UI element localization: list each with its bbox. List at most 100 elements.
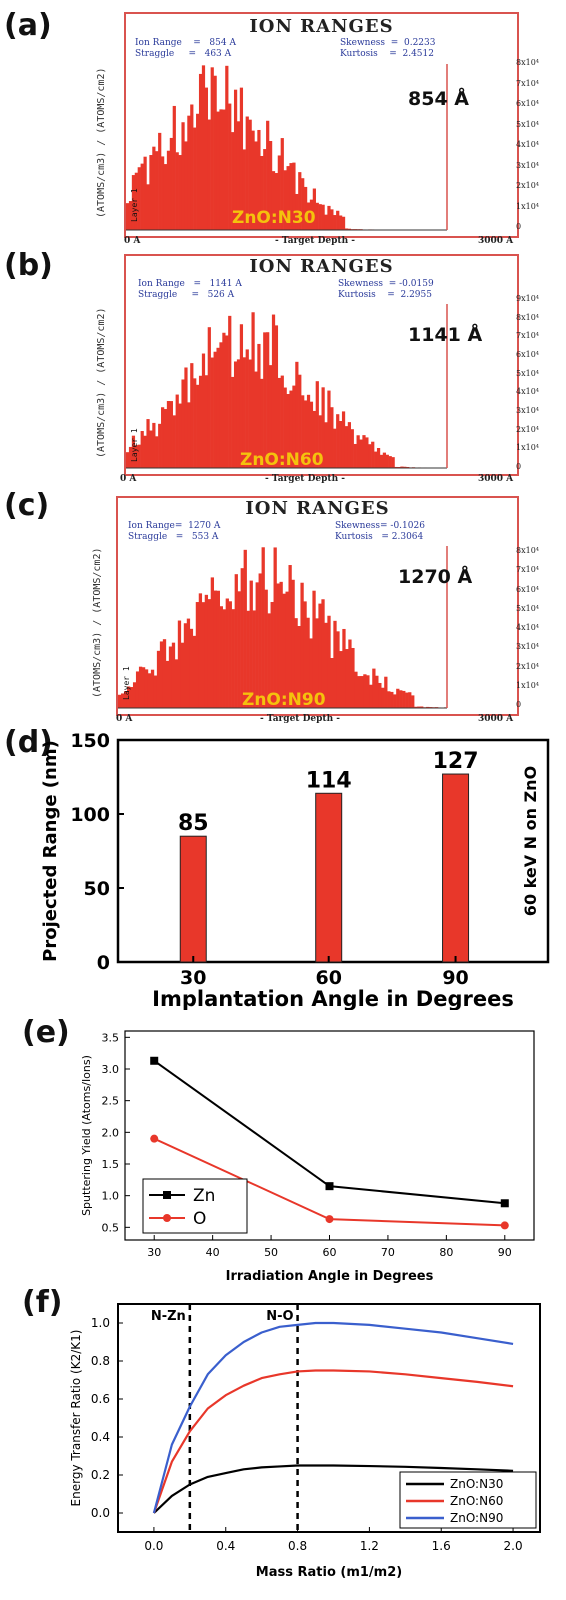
- series-line-zno-n30: [153, 1464, 514, 1514]
- stat-straggle-c: Straggle = 553 A: [128, 532, 219, 542]
- histogram-bar: [193, 127, 197, 230]
- histogram-bar: [374, 451, 378, 468]
- histogram-bar: [312, 410, 316, 468]
- histogram-bar: [155, 436, 159, 468]
- stat-ion-range-c: Ion Range= 1270 A: [128, 521, 221, 531]
- histogram-bar: [163, 409, 168, 468]
- y-axis-label-c: (ATOMS/cm3) / (ATOMS/cm2): [92, 547, 103, 698]
- histogram-bar: [391, 457, 395, 468]
- histogram-bar: [378, 682, 382, 708]
- histogram-bar: [184, 141, 188, 230]
- histogram-bar: [143, 435, 147, 468]
- histogram-bar: [177, 620, 182, 708]
- histogram-bar: [245, 116, 249, 230]
- y-tick-label: 100: [70, 804, 110, 826]
- stat-skewness-c: Skewness= -0.1026: [335, 521, 425, 531]
- srim-title-c: ION RANGES: [245, 498, 390, 519]
- plot-frame: [117, 1303, 541, 1533]
- y-tick-label: 5x10⁴: [516, 368, 539, 378]
- histogram-bar: [201, 353, 206, 468]
- histogram-bar: [175, 394, 179, 468]
- histogram-bar: [318, 204, 322, 230]
- histogram-bar: [362, 435, 366, 468]
- y-axis-label: Energy Transfer Ratio (K2/K1): [69, 1330, 83, 1507]
- y-tick-label: 1x10⁴: [516, 680, 539, 690]
- y-tick-label: 2.5: [102, 1095, 120, 1108]
- histogram-bar: [339, 421, 343, 468]
- y-tick-label: 0: [516, 700, 522, 709]
- series-line-zno-n90: [152, 1321, 514, 1514]
- histogram-bar: [344, 228, 349, 230]
- y-tick-label: 0.2: [91, 1468, 110, 1482]
- y-tick-label: 3.0: [102, 1063, 120, 1076]
- layer-label-b: Layer 1: [130, 428, 139, 462]
- histogram-bar: [306, 202, 311, 230]
- histogram-bar: [268, 365, 273, 468]
- histogram-bar: [271, 171, 276, 230]
- histogram-bar: [411, 695, 415, 708]
- histogram-bar: [141, 667, 146, 708]
- histogram-bar: [324, 422, 328, 468]
- histogram-bar: [183, 623, 188, 708]
- histogram-bar: [152, 422, 156, 468]
- histogram-bar: [286, 166, 290, 230]
- histogram-bar: [283, 387, 287, 468]
- y-tick-label: 0: [97, 952, 110, 974]
- histogram-bar: [402, 690, 406, 708]
- y-tick-label: 2x10⁴: [516, 424, 539, 434]
- x-tick-label: 0.4: [216, 1539, 235, 1553]
- y-tick-label: 50: [84, 878, 110, 900]
- histogram-bar: [252, 610, 256, 708]
- histogram-bar: [279, 581, 283, 708]
- y-tick-label: 0: [516, 462, 522, 471]
- legend-box: [142, 1178, 248, 1234]
- marker-o: [500, 1221, 509, 1230]
- histogram-bar: [387, 691, 391, 708]
- y-tick-label: 8x10⁴: [516, 58, 539, 67]
- histogram-bar: [330, 407, 334, 468]
- histogram-bar: [258, 573, 262, 708]
- y-tick-label: 4x10⁴: [516, 623, 539, 632]
- histogram-bar: [403, 466, 407, 468]
- x-tick-label: 1.6: [432, 1539, 451, 1553]
- histogram-bar: [236, 121, 241, 230]
- x-start-b: 0 A: [120, 474, 137, 484]
- histogram-bar: [251, 312, 255, 468]
- depth-histogram-b: [126, 304, 448, 469]
- y-tick-label: 3.5: [102, 1031, 120, 1044]
- histogram-bar: [321, 204, 325, 230]
- histogram-bar: [222, 332, 226, 468]
- histogram-bar: [213, 590, 217, 708]
- histogram-bar: [126, 203, 130, 230]
- histogram-bar: [291, 579, 295, 708]
- histogram-bar: [231, 132, 235, 230]
- histogram-bar: [213, 75, 217, 230]
- histogram-bar: [261, 547, 265, 708]
- histogram-bar: [216, 347, 220, 468]
- histogram-bar: [234, 574, 238, 708]
- histogram-bar: [161, 156, 165, 230]
- histogram-bar: [239, 87, 244, 230]
- histogram-bar: [207, 119, 211, 230]
- histogram-bar: [180, 642, 185, 708]
- histogram-bar: [152, 146, 156, 230]
- stat-kurtosis-b: Kurtosis = 2.2955: [338, 290, 432, 300]
- histogram-bar: [242, 357, 246, 468]
- histogram-bar: [263, 149, 267, 230]
- histogram-bar: [405, 692, 409, 708]
- histogram-bar: [266, 332, 270, 468]
- histogram-bar: [149, 430, 153, 468]
- histogram-bar: [347, 228, 351, 230]
- histogram-bar: [171, 642, 176, 708]
- y-tick-label: 5x10⁴: [516, 119, 539, 129]
- histogram-bar: [228, 601, 232, 708]
- histogram-bar: [333, 215, 337, 230]
- histogram-bar: [357, 676, 361, 708]
- panel-label-c: (c): [4, 488, 50, 523]
- y-tick-label: 1x10⁴: [516, 443, 539, 453]
- histogram-bar: [153, 675, 158, 708]
- sample-label-b: ZnO:N60: [240, 450, 324, 470]
- histogram-bar: [166, 150, 171, 230]
- histogram-bar: [289, 163, 293, 230]
- histogram-bar: [204, 594, 209, 708]
